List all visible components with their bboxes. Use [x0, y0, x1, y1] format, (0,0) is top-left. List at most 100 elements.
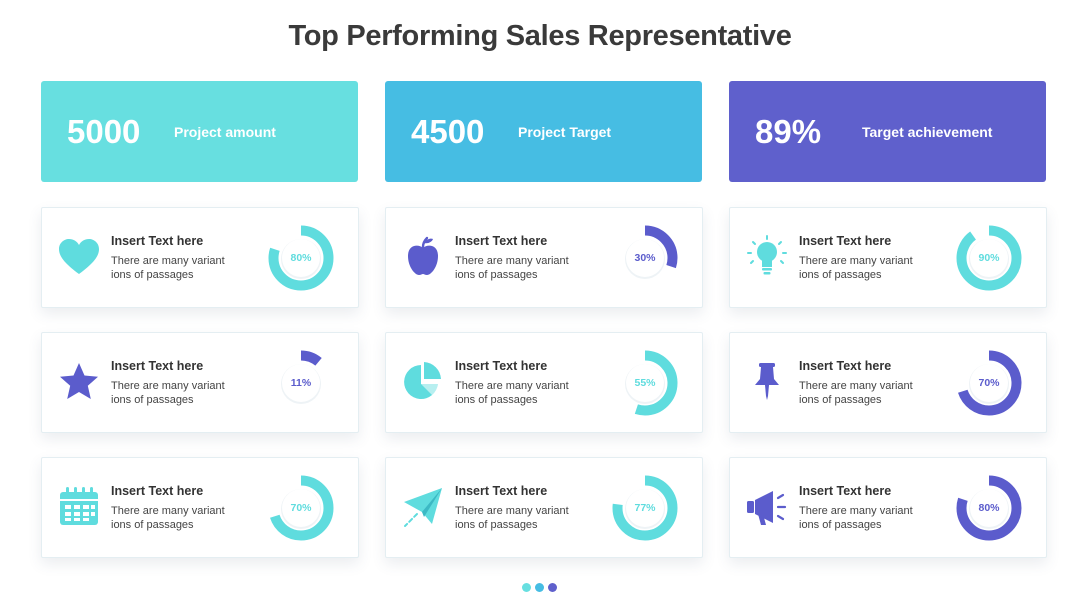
pagination-dot[interactable] — [522, 583, 531, 592]
card-body-line: ions of passages — [799, 269, 882, 281]
info-card: Insert Text here There are many variant … — [385, 457, 703, 558]
progress-donut — [954, 473, 1024, 543]
pagination-dot[interactable] — [535, 583, 544, 592]
slide-title: Top Performing Sales Representative — [288, 20, 792, 52]
card-body: There are many variant ions of passages — [799, 254, 949, 282]
paper-plane-icon — [400, 484, 446, 530]
card-heading: Insert Text here — [455, 234, 548, 248]
star-icon — [56, 359, 102, 405]
card-body-line: ions of passages — [111, 269, 194, 281]
donut-arc — [612, 225, 678, 291]
donut-center — [282, 489, 320, 527]
card-body-line: There are many variant — [799, 380, 913, 392]
stat-label: Project Target — [518, 123, 612, 140]
info-card: Insert Text here There are many variant … — [41, 332, 359, 433]
progress-percent: 90% — [978, 252, 1000, 264]
donut-center — [970, 239, 1008, 277]
card-heading: Insert Text here — [799, 234, 892, 248]
card-body: There are many variant ions of passages — [455, 379, 605, 407]
info-card: Insert Text here There are many variant … — [41, 457, 359, 558]
card-heading: Insert Text here — [455, 484, 548, 498]
stat-card-project-target: 4500 Project Target — [385, 81, 702, 182]
stat-value: 4500 — [411, 112, 485, 150]
donut-center — [282, 239, 320, 277]
donut-arc — [612, 350, 678, 416]
donut-center — [626, 239, 664, 277]
info-card: Insert Text here There are many variant … — [41, 207, 359, 308]
donut-chart — [956, 225, 1022, 291]
donut-arc — [268, 225, 334, 291]
megaphone-icon — [744, 484, 790, 530]
card-body: There are many variant ions of passages — [799, 504, 949, 532]
stat-value: 89% — [755, 112, 822, 150]
card-heading: Insert Text here — [111, 234, 204, 248]
progress-percent: 80% — [290, 252, 312, 264]
card-heading: Insert Text here — [799, 484, 892, 498]
stat-label: Project amount — [174, 123, 276, 140]
progress-percent: 11% — [290, 377, 312, 389]
progress-percent: 70% — [290, 502, 312, 514]
info-card: Insert Text here There are many variant … — [385, 207, 703, 308]
card-body: There are many variant ions of passages — [111, 379, 261, 407]
donut-chart — [268, 350, 334, 416]
card-body-line: There are many variant — [799, 505, 913, 517]
donut-center — [970, 364, 1008, 402]
card-body-line: There are many variant — [111, 505, 225, 517]
stat-card-target-achievement: 89% Target achievement — [729, 81, 1046, 182]
progress-donut — [954, 223, 1024, 293]
stat-label: Target achievement — [862, 123, 993, 140]
card-body-line: There are many variant — [455, 505, 569, 517]
card-heading: Insert Text here — [111, 484, 204, 498]
info-card: Insert Text here There are many variant … — [385, 332, 703, 433]
info-card: Insert Text here There are many variant … — [729, 207, 1047, 308]
card-body-line: ions of passages — [111, 519, 194, 531]
calendar-icon — [56, 484, 102, 530]
progress-percent: 80% — [978, 502, 1000, 514]
progress-donut — [610, 223, 680, 293]
donut-chart — [612, 475, 678, 541]
progress-donut — [954, 348, 1024, 418]
card-heading: Insert Text here — [111, 359, 204, 373]
donut-chart — [612, 350, 678, 416]
info-card: Insert Text here There are many variant … — [729, 457, 1047, 558]
donut-chart — [612, 225, 678, 291]
donut-arc — [956, 475, 1022, 541]
donut-chart — [268, 225, 334, 291]
progress-donut — [610, 348, 680, 418]
donut-chart — [956, 350, 1022, 416]
card-body-line: There are many variant — [111, 255, 225, 267]
card-body-line: ions of passages — [799, 519, 882, 531]
donut-center — [626, 489, 664, 527]
pagination-dot[interactable] — [548, 583, 557, 592]
pushpin-icon — [744, 359, 790, 405]
card-body-line: There are many variant — [111, 380, 225, 392]
stat-card-project-amount: 5000 Project amount — [41, 81, 358, 182]
card-body-line: ions of passages — [455, 519, 538, 531]
card-body-line: ions of passages — [111, 394, 194, 406]
card-body-line: ions of passages — [455, 269, 538, 281]
pagination-dots — [522, 583, 557, 592]
donut-center — [626, 364, 664, 402]
card-body: There are many variant ions of passages — [455, 504, 605, 532]
progress-percent: 30% — [634, 252, 656, 264]
donut-center — [970, 489, 1008, 527]
donut-chart — [268, 475, 334, 541]
donut-arc — [268, 475, 334, 541]
lightbulb-icon — [744, 234, 790, 280]
pie-chart-icon — [400, 359, 446, 405]
progress-percent: 77% — [634, 502, 656, 514]
donut-arc — [956, 225, 1022, 291]
card-body: There are many variant ions of passages — [111, 254, 261, 282]
card-body-line: There are many variant — [799, 255, 913, 267]
progress-percent: 70% — [978, 377, 1000, 389]
card-body: There are many variant ions of passages — [799, 379, 949, 407]
card-body: There are many variant ions of passages — [111, 504, 261, 532]
donut-arc — [268, 350, 334, 416]
card-body-line: ions of passages — [799, 394, 882, 406]
donut-chart — [956, 475, 1022, 541]
progress-donut — [266, 473, 336, 543]
card-heading: Insert Text here — [799, 359, 892, 373]
donut-center — [282, 364, 320, 402]
progress-donut — [610, 473, 680, 543]
progress-donut — [266, 348, 336, 418]
